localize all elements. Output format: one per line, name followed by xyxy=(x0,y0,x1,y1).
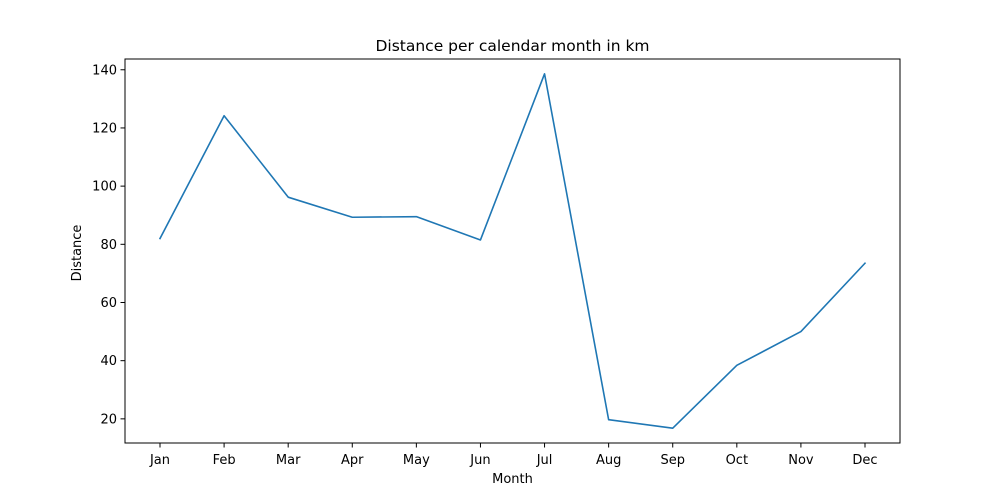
x-tick-label-feb: Feb xyxy=(213,453,236,468)
y-tick-label-40: 40 xyxy=(100,354,117,369)
x-tick-label-may: May xyxy=(403,453,430,468)
y-tick-label-20: 20 xyxy=(100,412,117,427)
x-tick-label-apr: Apr xyxy=(341,453,364,468)
x-tick-label-jun: Jun xyxy=(469,453,490,468)
y-tick-label-120: 120 xyxy=(92,121,117,136)
x-tick-label-mar: Mar xyxy=(276,453,301,468)
x-tick-label-dec: Dec xyxy=(852,453,877,468)
x-tick-label-oct: Oct xyxy=(726,453,748,468)
y-tick-label-80: 80 xyxy=(100,238,117,253)
x-tick-label-nov: Nov xyxy=(788,453,814,468)
y-tick-label-60: 60 xyxy=(100,296,117,311)
x-axis-label: Month xyxy=(492,472,533,487)
y-axis-label: Distance xyxy=(70,225,85,282)
plot-frame xyxy=(125,59,900,443)
y-tick-label-140: 140 xyxy=(92,63,117,78)
x-tick-label-jul: Jul xyxy=(536,453,553,468)
plot-area: Jan Feb Mar Apr May Jun Jul Aug Sep Oct Nov Dec 20 40… xyxy=(92,59,900,468)
x-tick-label-aug: Aug xyxy=(596,453,621,468)
x-tick-label-sep: Sep xyxy=(660,453,685,468)
chart-title: Distance per calendar month in km xyxy=(375,37,649,55)
series-line-1 xyxy=(160,74,865,428)
x-tick-label-jan: Jan xyxy=(149,453,170,468)
y-tick-label-100: 100 xyxy=(92,180,117,195)
